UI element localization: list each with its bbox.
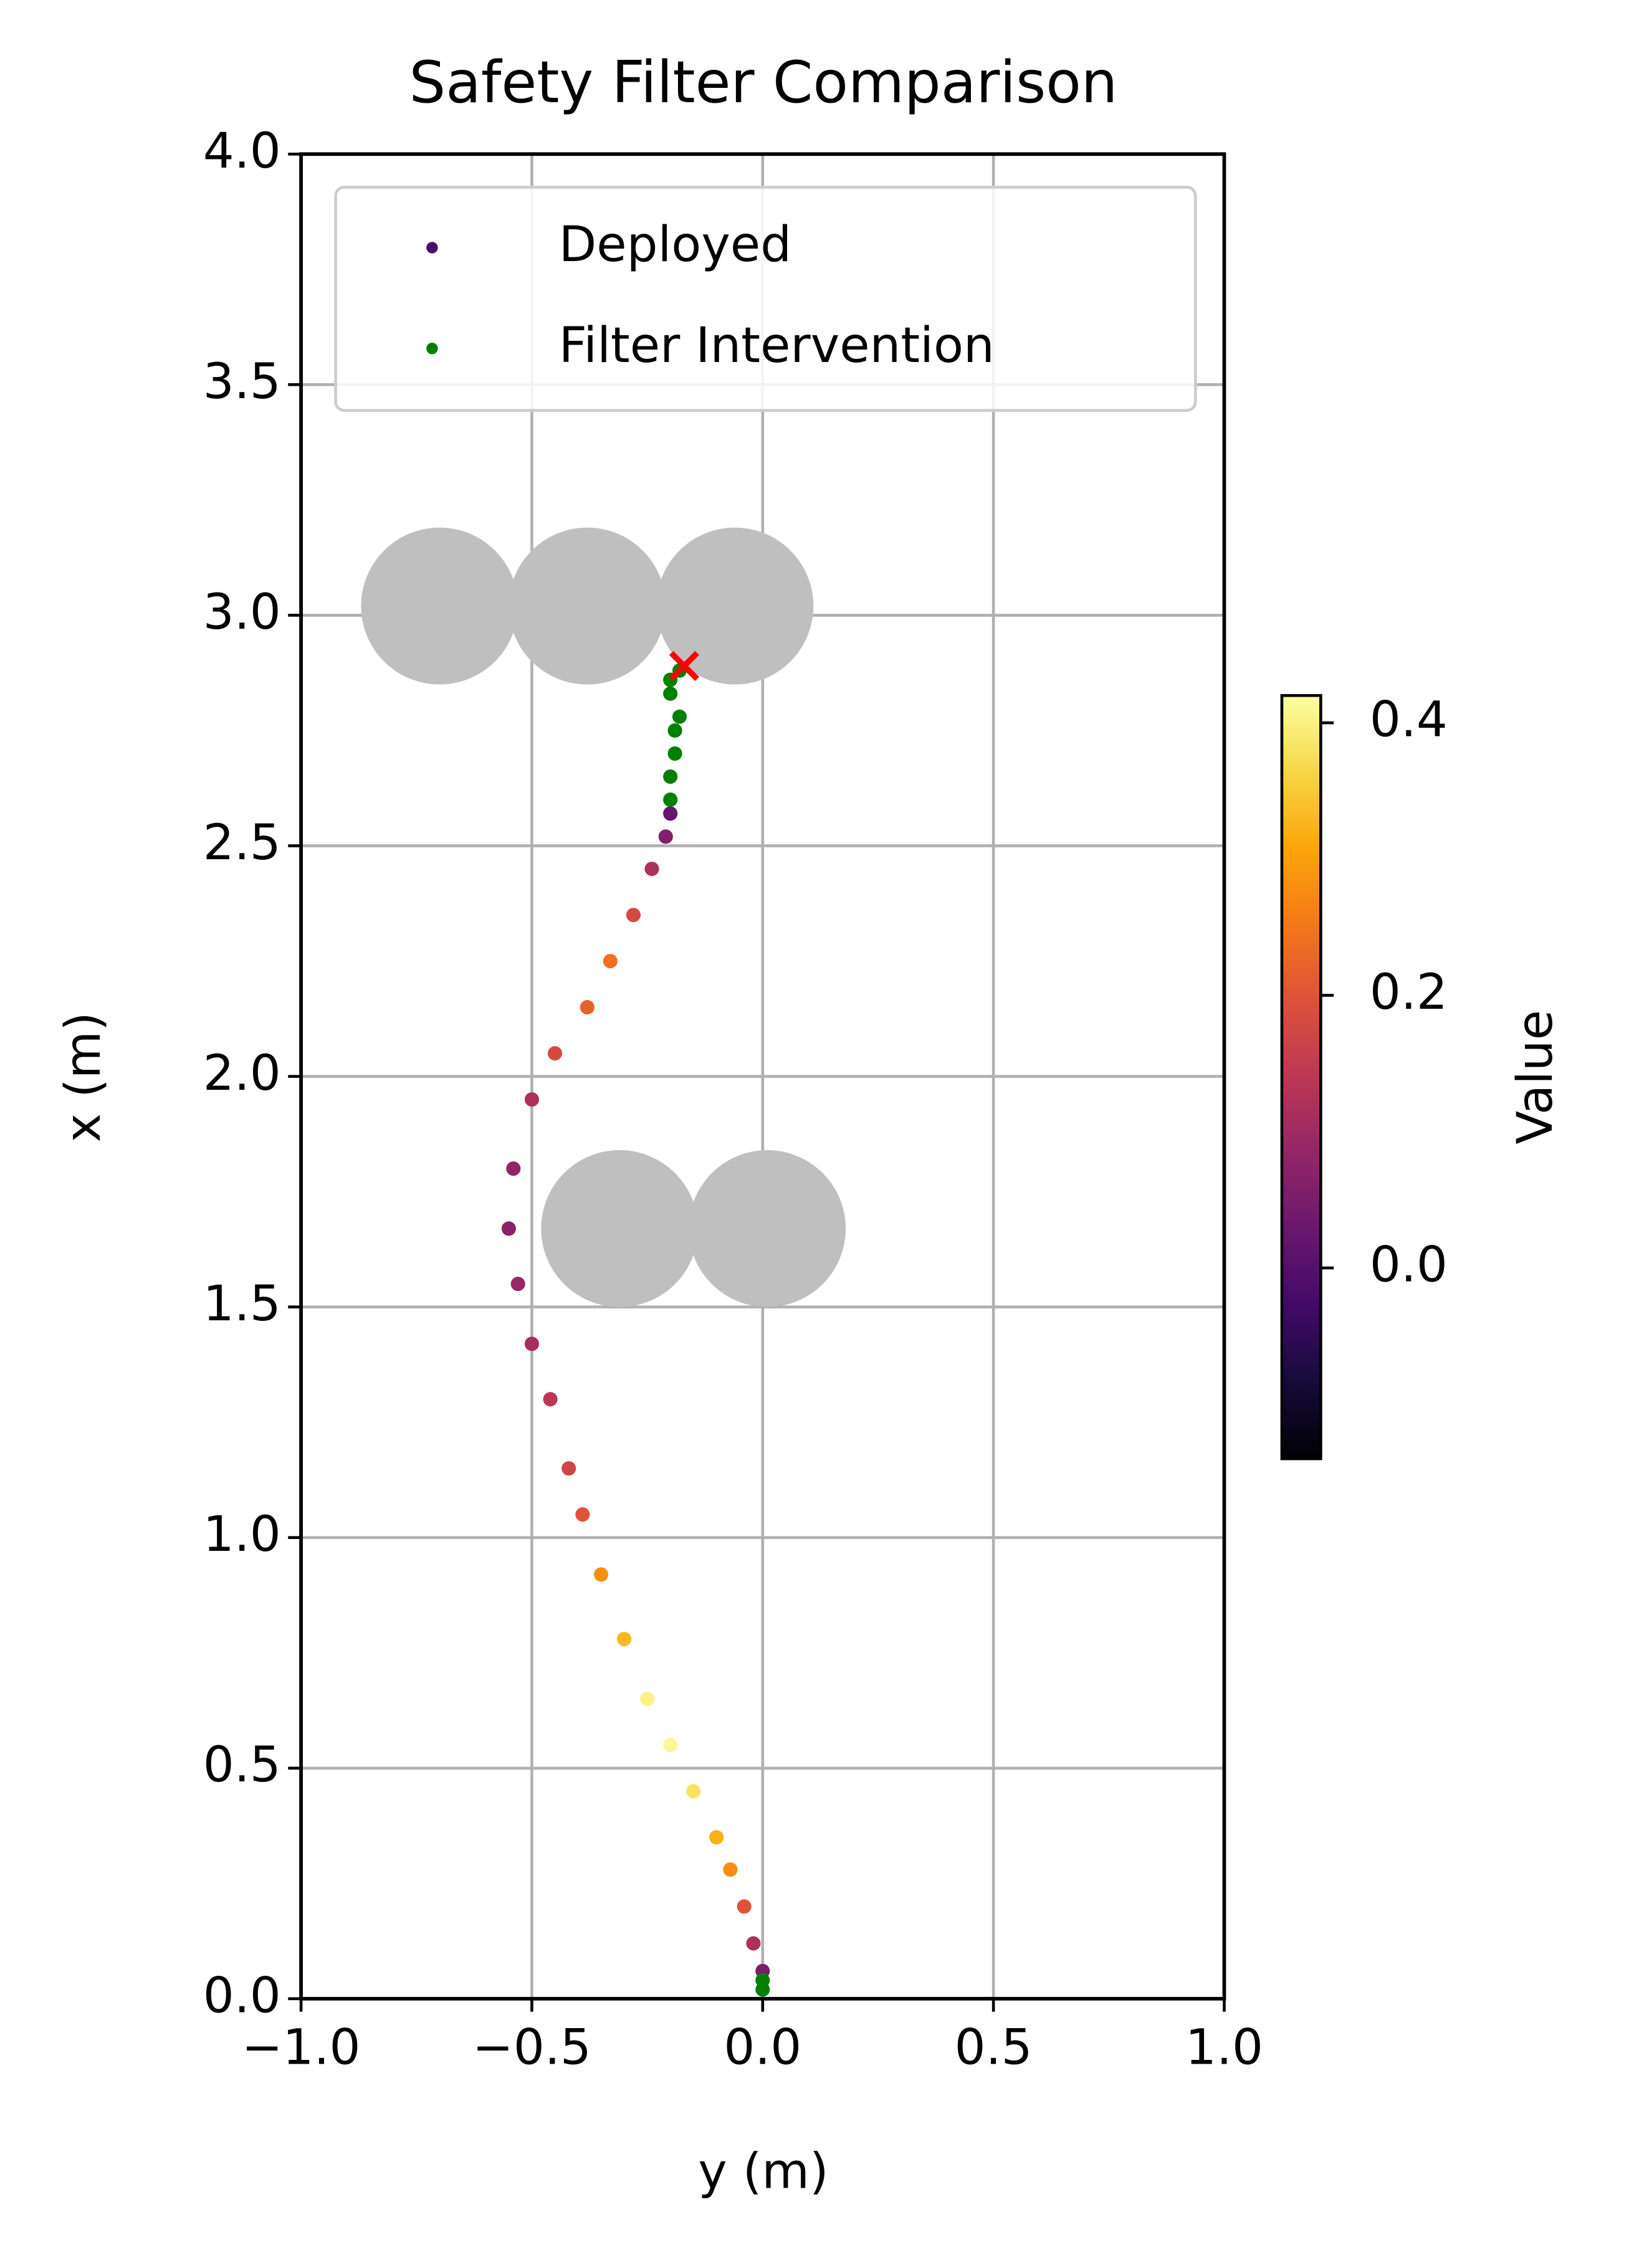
point [543, 1392, 558, 1407]
obstacle [509, 527, 666, 685]
colorbar-label: Value [1506, 1010, 1564, 1145]
point [561, 1461, 576, 1476]
point [663, 1738, 678, 1753]
point [626, 907, 641, 923]
point [547, 1046, 563, 1061]
point [663, 686, 678, 701]
point [575, 1507, 590, 1522]
x-tick-label: 0.5 [955, 2019, 1033, 2076]
point [506, 1161, 521, 1176]
point [524, 1336, 539, 1351]
point [755, 1973, 770, 1988]
y-tick-label: 3.5 [203, 353, 281, 410]
point [672, 709, 687, 724]
y-tick-label: 4.0 [203, 122, 281, 179]
colorbar-tick-label: 0.0 [1370, 1236, 1448, 1293]
y-tick-label: 1.5 [203, 1275, 281, 1332]
obstacle [541, 1150, 699, 1307]
chart-title: Safety Filter Comparison [409, 49, 1118, 116]
colorbar-tick-label: 0.2 [1370, 963, 1448, 1021]
point [510, 1277, 525, 1292]
point [658, 829, 673, 844]
y-tick-label: 2.0 [203, 1044, 281, 1102]
point [501, 1221, 516, 1236]
y-tick-label: 0.0 [203, 1966, 281, 2024]
obstacle [656, 527, 814, 685]
plot-frame [299, 152, 1226, 2001]
point [746, 1936, 761, 1951]
point [663, 806, 678, 821]
legend-marker [426, 343, 438, 355]
x-tick-label: −1.0 [242, 2019, 361, 2076]
colorbar [1280, 693, 1322, 1460]
point [667, 723, 682, 738]
x-axis-label: y (m) [698, 2142, 828, 2199]
point [723, 1862, 738, 1877]
point [686, 1784, 701, 1799]
x-tick-label: 0.0 [724, 2019, 801, 2076]
y-tick-label: 0.5 [203, 1736, 281, 1793]
point [593, 1567, 609, 1582]
point [640, 1692, 655, 1707]
legend: Deployed Filter Intervention [334, 186, 1197, 412]
legend-box [334, 186, 1197, 412]
point [603, 953, 618, 969]
x-tick-label: 1.0 [1185, 2019, 1263, 2076]
legend-label: Filter Intervention [559, 317, 995, 374]
y-tick-label: 1.0 [203, 1505, 281, 1563]
point [580, 999, 595, 1015]
obstacle [689, 1150, 846, 1307]
y-tick-label: 2.5 [203, 814, 281, 871]
obstacle [361, 527, 518, 685]
point [667, 746, 682, 761]
x-tick-label: −0.5 [472, 2019, 591, 2076]
point [737, 1899, 752, 1914]
colorbar-tick-label: 0.4 [1370, 690, 1448, 748]
legend-label: Deployed [559, 216, 791, 273]
point [709, 1830, 724, 1845]
point [617, 1631, 632, 1647]
point [644, 861, 659, 877]
y-tick-label: 3.0 [203, 583, 281, 641]
point [663, 769, 678, 784]
point [663, 792, 678, 808]
crash-marker [669, 650, 699, 681]
point [524, 1092, 539, 1107]
legend-marker [426, 242, 438, 254]
y-axis-label: x (m) [54, 1012, 112, 1142]
